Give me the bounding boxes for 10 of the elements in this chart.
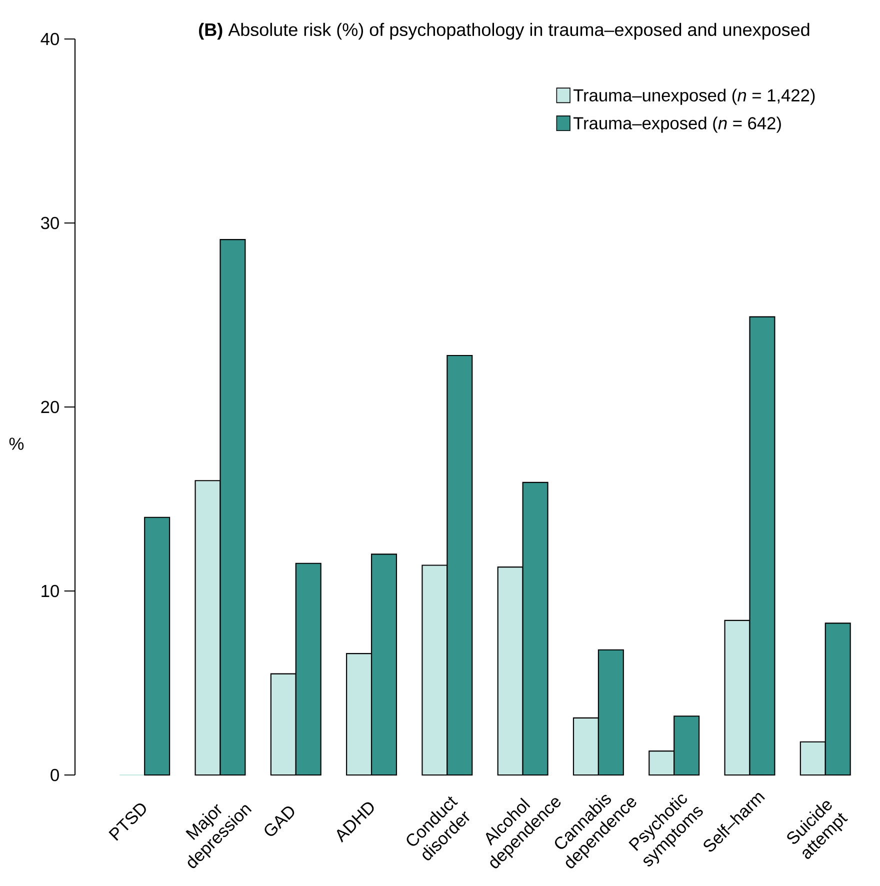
y-tick-label: 40: [40, 32, 59, 46]
legend-label: Trauma–exposed (n = 642): [573, 116, 781, 133]
legend-label: Trauma–unexposed (n = 1,422): [573, 88, 815, 105]
y-tick-label: 20: [41, 400, 59, 414]
y-tick-label: 30: [41, 216, 59, 230]
y-tick-label: 10: [42, 584, 59, 598]
bar: [144, 516, 170, 776]
y-tick-label: 0: [50, 768, 59, 782]
y-axis-title: %: [9, 438, 24, 450]
chart-title: (B) Absolute risk (%) of psychopathology in trauma–exposed and unexposed: [199, 22, 810, 40]
